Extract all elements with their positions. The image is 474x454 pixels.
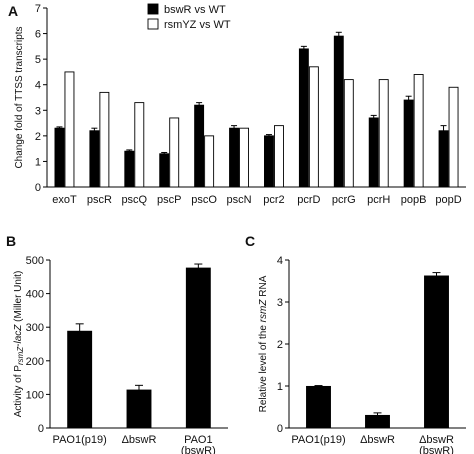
x-tick-label: ΔbswR [419,434,454,446]
x-tick-label: pscP [157,194,181,206]
bar [204,135,215,188]
x-tick-label: popB [401,194,427,206]
legend-entry: rsmYZ vs WT [164,19,231,31]
y-tick-label: 0 [38,423,44,435]
bar [89,130,100,188]
bar [229,127,239,188]
x-tick-label: ΔbswR [360,434,395,446]
bar [54,127,65,188]
panel-label: C [245,233,255,249]
bar [438,130,449,188]
legend-swatch [147,18,159,30]
y-tick-label: 1 [35,156,41,168]
y-tick-label: 300 [26,322,44,334]
bar [333,35,344,188]
x-tick-label: pcrG [332,194,356,206]
bar [124,150,135,188]
y-tick-label: 0 [35,182,41,194]
x-tick-label: pscR [87,194,112,206]
y-tick-label: 4 [35,80,41,92]
x-tick-label: pscO [191,194,217,206]
x-tick-label: (bswR) [419,445,454,454]
x-tick-label: pcrD [297,194,320,206]
bar [185,267,211,429]
bar [239,127,249,188]
y-tick-label: 6 [35,29,41,41]
y-axis-label: Change fold of TTSS transcripts [14,26,25,168]
y-tick-label: 3 [277,297,283,309]
x-tick-label: pscQ [121,194,147,206]
y-tick-label: 7 [35,3,41,15]
x-tick-label: exoT [52,194,77,206]
x-tick-label: PAO1(p19) [53,434,107,446]
panel-a: A 0 1 2 3 4 5 6 7 Change fold of TTSS transcripts… [8,3,466,206]
bar [368,117,379,188]
bar [378,79,389,188]
y-tick-label: 1 [277,381,283,393]
bar [159,153,170,188]
legend-entry: bswR vs WT [164,4,226,16]
x-tick-label: popD [435,194,461,206]
y-axis-label: Activity of PrsmZ-lacZ (Miller Unit) [13,271,25,418]
x-tick-label: PAO1 [184,434,213,446]
panel-c: C 0 1 2 3 4 Relative level of the rsmZ RNA PAO1… [245,233,466,454]
bar [365,414,390,429]
bar [413,74,424,188]
bar [448,86,459,188]
y-tick-label: 5 [35,54,41,66]
bar [274,125,284,188]
x-tick-label: pcr2 [263,194,284,206]
panel-label: B [6,233,16,249]
y-axis-label: Relative level of the rsmZ RNA [258,275,269,412]
x-tick-label: ΔbswR [122,434,157,446]
bar [264,135,274,188]
x-tick-label: pscN [227,194,252,206]
y-tick-label: 100 [26,389,44,401]
bar [343,79,354,188]
x-tick-label: (bswR) [181,445,216,454]
y-tick-label: 2 [35,131,41,143]
bar [403,99,414,188]
bar [64,71,75,188]
legend-swatch [147,3,159,15]
bar [169,117,180,188]
y-tick-label: 200 [26,356,44,368]
bar [67,330,93,429]
x-tick-label: PAO1(p19) [291,434,345,446]
y-tick-label: 3 [35,105,41,117]
bar [126,389,152,429]
bar [194,104,205,188]
bar [424,275,449,429]
y-tick-label: 0 [277,423,283,435]
bar [298,48,309,188]
panel-label: A [8,3,18,19]
bar [306,385,331,429]
bar [134,102,145,188]
y-tick-label: 2 [277,339,283,351]
bar [308,66,319,188]
bar [99,91,110,188]
y-tick-label: 400 [26,289,44,301]
x-tick-label: pcrH [367,194,390,206]
y-tick-label: 500 [26,255,44,267]
y-tick-label: 4 [277,255,283,267]
